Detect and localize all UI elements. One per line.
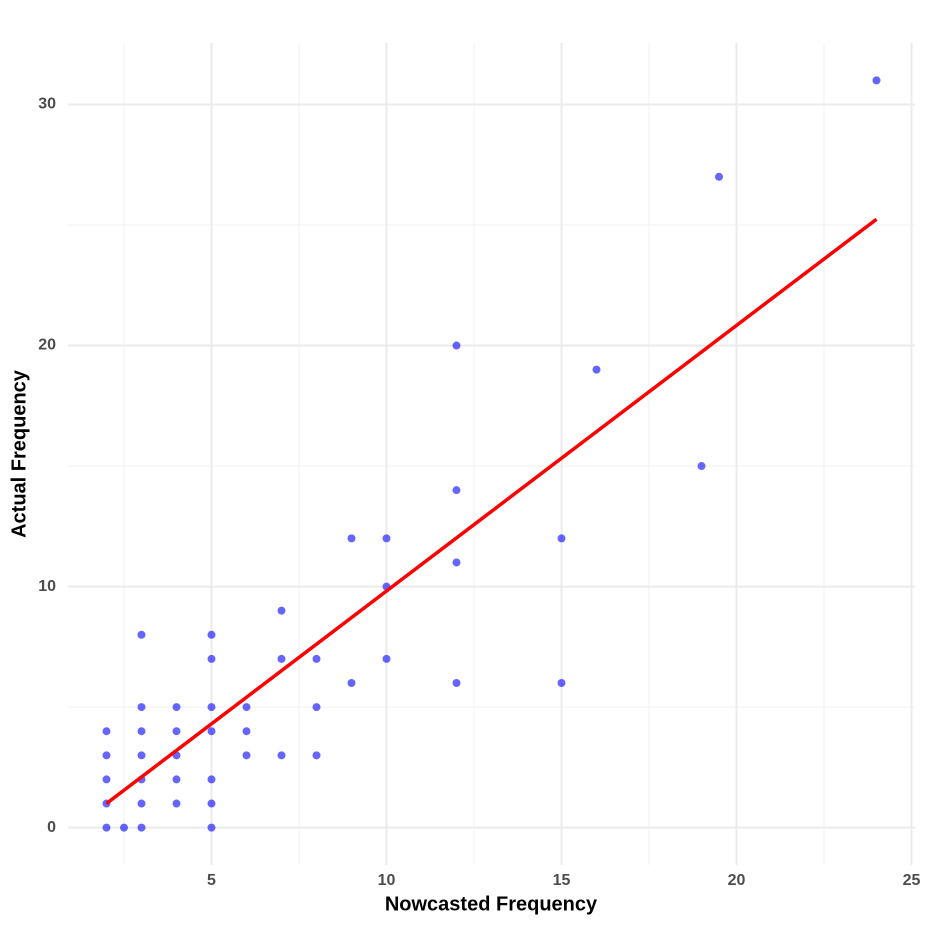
y-tick-label: 20 [38, 337, 56, 354]
point [715, 172, 723, 181]
point [207, 630, 216, 639]
point [102, 751, 111, 760]
y-axis-title: Actual Frequency [8, 369, 30, 538]
point [137, 751, 146, 760]
x-axis-title: Nowcasted Frequency [385, 893, 598, 915]
x-tick-label: 20 [728, 872, 746, 889]
point [102, 775, 111, 784]
point [137, 799, 146, 808]
point [242, 751, 251, 760]
point [207, 727, 216, 736]
point [312, 751, 321, 760]
point [137, 823, 146, 832]
point [242, 727, 251, 736]
point [347, 534, 356, 543]
point [172, 727, 181, 736]
point [872, 76, 881, 85]
point [207, 703, 216, 712]
x-tick-label: 25 [903, 872, 921, 889]
x-tick-label: 15 [553, 872, 571, 889]
point [557, 534, 566, 543]
point [207, 823, 216, 832]
point [452, 558, 461, 567]
point [452, 679, 461, 688]
y-tick-label: 0 [47, 819, 56, 836]
point [277, 654, 286, 663]
point [137, 630, 146, 639]
point [172, 703, 181, 712]
point [102, 727, 111, 736]
point [207, 799, 216, 808]
fit-line [105, 217, 878, 805]
point [277, 606, 286, 615]
point [312, 703, 321, 712]
y-tick-label: 30 [38, 96, 56, 113]
point [137, 727, 146, 736]
point [172, 799, 181, 808]
point [592, 365, 601, 374]
point [347, 679, 356, 688]
point [102, 823, 111, 832]
point [242, 703, 251, 712]
point [207, 775, 216, 784]
x-tick-label: 5 [207, 872, 216, 889]
x-tick-label: 10 [378, 872, 396, 889]
point [172, 775, 181, 784]
point [137, 703, 146, 712]
point [697, 462, 706, 471]
point [557, 679, 566, 688]
point [382, 654, 391, 663]
point [452, 341, 461, 350]
point [382, 534, 391, 543]
point [452, 486, 461, 495]
point [277, 751, 286, 760]
y-tick-label: 10 [38, 578, 56, 595]
point [120, 823, 128, 832]
point [207, 654, 216, 663]
point [312, 654, 321, 663]
